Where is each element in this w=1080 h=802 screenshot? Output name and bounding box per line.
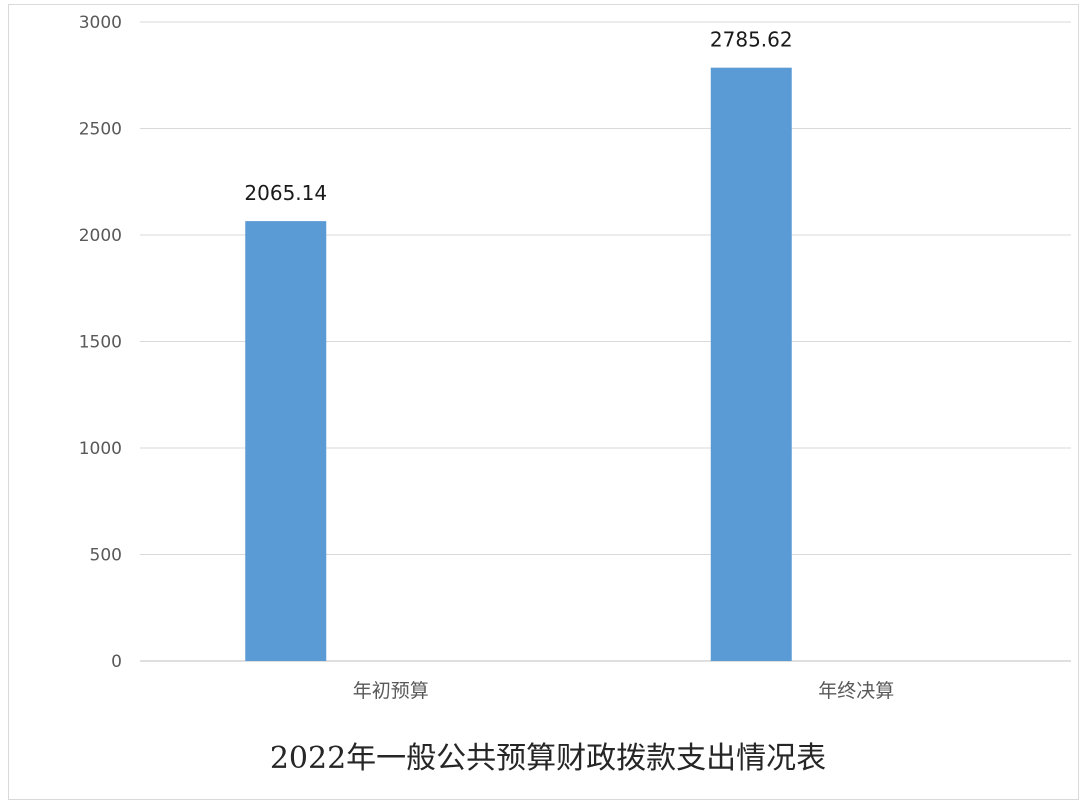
y-axis-ticks: 0 500 1000 1500 2000 2500 3000 [79, 13, 122, 672]
y-tick-label: 1500 [79, 333, 122, 353]
data-labels: 2065.14 2785.62 [244, 28, 792, 205]
y-tick-label: 500 [90, 546, 122, 566]
data-label: 2065.14 [244, 181, 327, 205]
y-tick-label: 3000 [79, 13, 122, 33]
y-tick-label: 0 [111, 652, 122, 672]
data-label: 2785.62 [710, 28, 793, 52]
category-label: 年初预算 [353, 680, 429, 702]
y-tick-label: 2000 [79, 226, 122, 246]
y-tick-label: 2500 [79, 120, 122, 140]
x-axis-categories: 年初预算 年终决算 [353, 680, 895, 702]
bar [245, 221, 327, 661]
bar [710, 67, 792, 661]
category-label: 年终决算 [818, 680, 894, 702]
chart-frame [8, 4, 1079, 800]
bars [245, 67, 792, 661]
y-tick-label: 1000 [79, 439, 122, 459]
chart-title: 2022年一般公共预算财政拨款支出情况表 [270, 741, 826, 776]
